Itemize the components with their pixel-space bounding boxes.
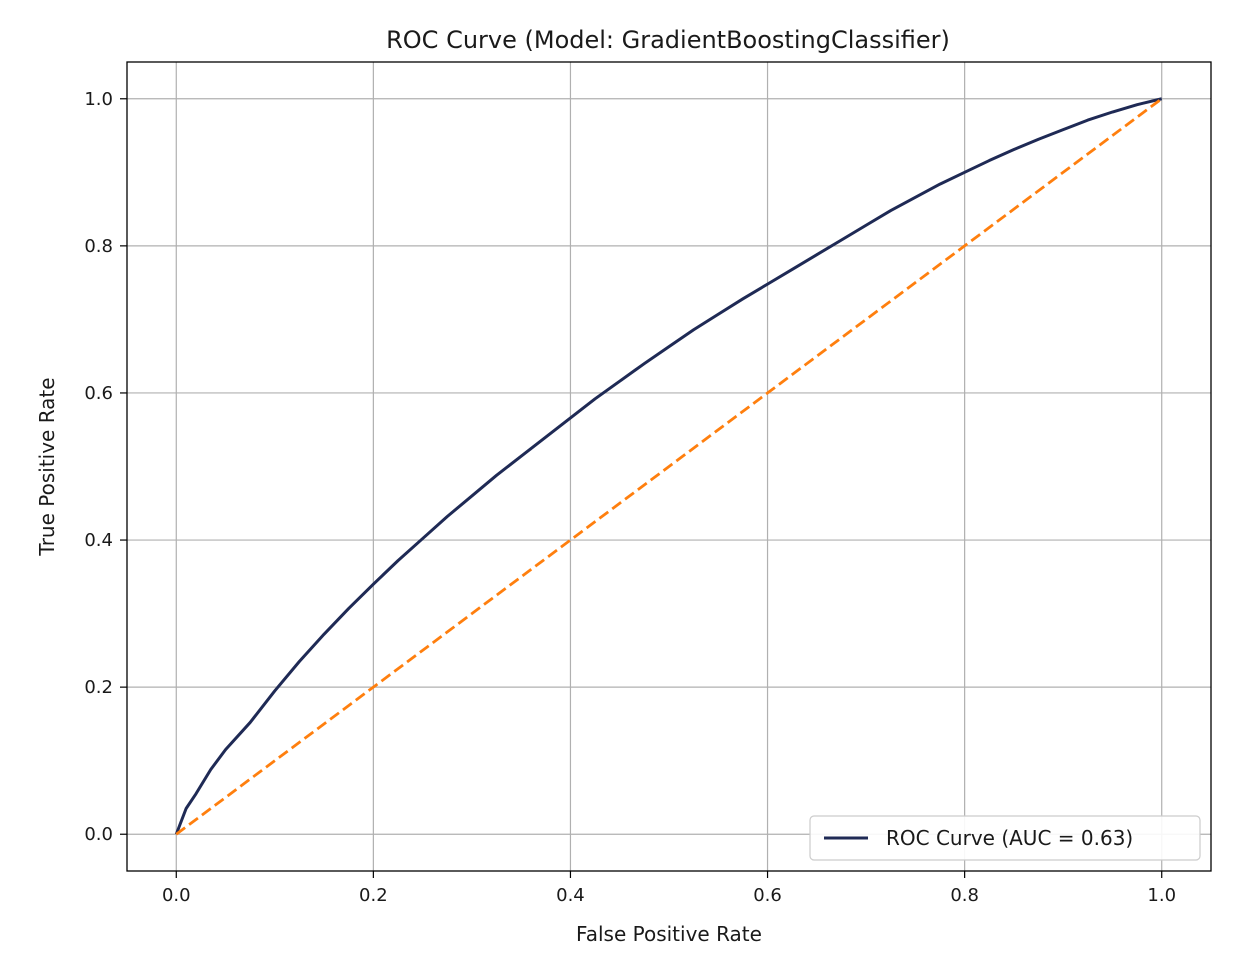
- x-tick-label: 0.2: [359, 885, 388, 906]
- grid-lines: [127, 62, 1211, 871]
- x-tick-label: 0.6: [753, 885, 782, 906]
- x-tick-label: 0.4: [556, 885, 585, 906]
- legend-label-roc-curve: ROC Curve (AUC = 0.63): [886, 826, 1133, 850]
- roc-curve-line: [174, 97, 1163, 835]
- x-tick-label: 0.8: [950, 885, 979, 906]
- y-tick-label: 0.6: [84, 383, 113, 404]
- y-tick-label: 0.0: [84, 824, 113, 845]
- legend-box: [809, 815, 1201, 861]
- chance-diagonal-line: [175, 97, 1163, 836]
- y-tick-label: 1.0: [84, 89, 113, 110]
- axes-frame: [126, 61, 1212, 872]
- legend: ROC Curve (AUC = 0.63): [809, 815, 1201, 861]
- y-tick-label: 0.4: [84, 530, 113, 551]
- x-tick-label: 0.0: [162, 885, 191, 906]
- y-tick-label: 0.8: [84, 236, 113, 257]
- x-axis-label: False Positive Rate: [576, 922, 762, 946]
- y-tick-label: 0.2: [84, 677, 113, 698]
- y-axis-label: True Positive Rate: [35, 377, 59, 556]
- x-tick-label: 1.0: [1147, 885, 1176, 906]
- chart-title: ROC Curve (Model: GradientBoostingClassi…: [386, 26, 950, 54]
- plot-lines: [174, 97, 1163, 836]
- axis-ticks: 0.0 0.2 0.4 0.6 0.8 1.0 0.0 0.2 0.4 0.6 0.8 1.0: [84, 89, 1176, 906]
